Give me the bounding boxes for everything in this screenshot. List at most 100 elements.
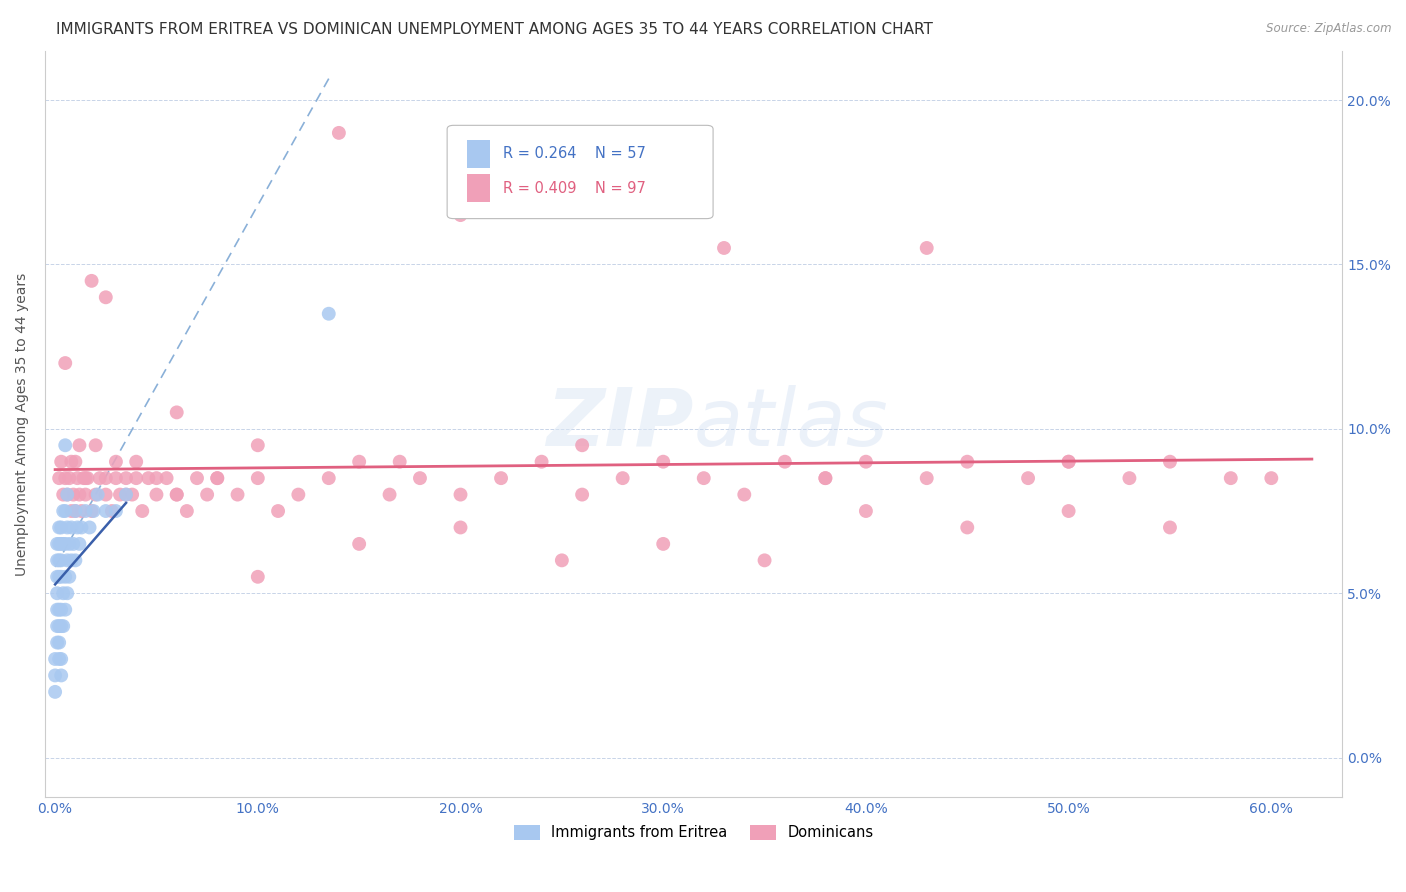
Point <box>51 570 73 584</box>
Point <box>956 455 979 469</box>
Point <box>48 635 70 649</box>
Point <box>44 685 66 699</box>
Point <box>101 504 124 518</box>
Point <box>226 487 249 501</box>
Point <box>53 537 76 551</box>
Point <box>65 455 87 469</box>
Point <box>46 570 69 584</box>
Point <box>56 520 79 534</box>
Point <box>52 586 75 600</box>
Point <box>75 487 97 501</box>
Point <box>65 504 87 518</box>
Point <box>48 520 70 534</box>
Point <box>1159 520 1181 534</box>
Point <box>60 504 83 518</box>
Point <box>693 471 716 485</box>
Point <box>51 520 73 534</box>
Point <box>51 602 73 616</box>
Point <box>318 471 340 485</box>
Text: R = 0.409    N = 97: R = 0.409 N = 97 <box>503 180 645 195</box>
Point <box>450 520 472 534</box>
Point <box>58 471 80 485</box>
Point <box>53 438 76 452</box>
Y-axis label: Unemployment Among Ages 35 to 44 years: Unemployment Among Ages 35 to 44 years <box>15 272 30 575</box>
Point <box>48 619 70 633</box>
Point <box>56 553 79 567</box>
Point <box>52 487 75 501</box>
Point <box>915 471 938 485</box>
Point <box>51 668 73 682</box>
Point <box>347 455 370 469</box>
Point <box>67 438 90 452</box>
Point <box>53 602 76 616</box>
Point <box>115 471 138 485</box>
Point <box>814 471 837 485</box>
Point <box>94 471 117 485</box>
Point <box>773 455 796 469</box>
Point <box>72 471 94 485</box>
Point <box>51 553 73 567</box>
Point <box>53 471 76 485</box>
Point <box>60 520 83 534</box>
Point <box>166 405 188 419</box>
Point <box>145 487 167 501</box>
Point <box>48 570 70 584</box>
Point <box>51 537 73 551</box>
Text: atlas: atlas <box>693 384 889 463</box>
Point <box>855 504 877 518</box>
Point <box>56 586 79 600</box>
Point <box>388 455 411 469</box>
Point <box>246 471 269 485</box>
Point <box>551 553 574 567</box>
Point <box>60 553 83 567</box>
Point <box>450 208 472 222</box>
Text: ZIP: ZIP <box>547 384 693 463</box>
Point <box>125 455 148 469</box>
Point <box>1219 471 1241 485</box>
Point <box>347 537 370 551</box>
Point <box>571 487 593 501</box>
Point <box>125 471 148 485</box>
Point <box>46 619 69 633</box>
Point <box>44 668 66 682</box>
Point <box>318 307 340 321</box>
Point <box>1057 455 1080 469</box>
Point <box>530 455 553 469</box>
Point <box>571 438 593 452</box>
Point <box>131 504 153 518</box>
Point <box>115 487 138 501</box>
Point <box>450 487 472 501</box>
Point <box>70 504 93 518</box>
Text: Source: ZipAtlas.com: Source: ZipAtlas.com <box>1267 22 1392 36</box>
Point <box>733 487 755 501</box>
Point <box>89 471 111 485</box>
Point <box>246 570 269 584</box>
Point <box>48 602 70 616</box>
Point <box>66 471 89 485</box>
Point <box>56 487 79 501</box>
Point <box>246 438 269 452</box>
Point <box>814 471 837 485</box>
Point <box>378 487 401 501</box>
Point <box>489 471 512 485</box>
Point <box>754 553 776 567</box>
Text: IMMIGRANTS FROM ERITREA VS DOMINICAN UNEMPLOYMENT AMONG AGES 35 TO 44 YEARS CORR: IMMIGRANTS FROM ERITREA VS DOMINICAN UNE… <box>56 22 934 37</box>
Point <box>83 504 105 518</box>
Point <box>409 471 432 485</box>
Point <box>195 487 218 501</box>
Point <box>1057 504 1080 518</box>
Point <box>75 471 97 485</box>
Legend: Immigrants from Eritrea, Dominicans: Immigrants from Eritrea, Dominicans <box>508 819 880 846</box>
Point <box>60 455 83 469</box>
Point <box>1159 455 1181 469</box>
Point <box>121 487 143 501</box>
Point <box>46 586 69 600</box>
Point <box>855 455 877 469</box>
Point <box>48 553 70 567</box>
Point <box>176 504 198 518</box>
Point <box>166 487 188 501</box>
Point <box>115 487 138 501</box>
Point <box>53 504 76 518</box>
Point <box>52 537 75 551</box>
FancyBboxPatch shape <box>447 125 713 219</box>
